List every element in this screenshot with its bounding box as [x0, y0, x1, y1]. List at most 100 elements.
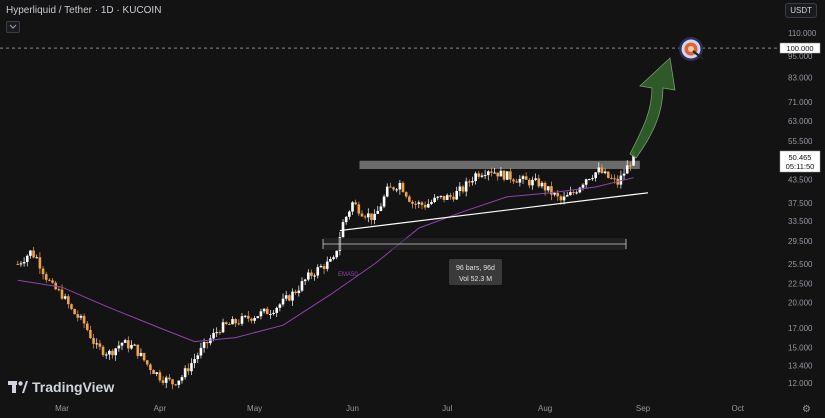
- candle-body: [193, 359, 196, 364]
- candle-body: [471, 181, 474, 183]
- currency-selector[interactable]: USDT: [785, 3, 817, 18]
- candle-body: [546, 186, 550, 191]
- candle-body: [591, 178, 594, 180]
- candle-body: [127, 340, 130, 349]
- candle-body: [101, 346, 105, 356]
- x-tick-label: Aug: [538, 404, 552, 413]
- candle-body: [199, 347, 203, 356]
- candle-body: [357, 204, 361, 214]
- candle-body: [625, 165, 629, 174]
- candle-body: [38, 257, 42, 269]
- candle-body: [25, 255, 29, 263]
- x-tick-label: May: [247, 404, 262, 413]
- candle-body: [19, 263, 23, 265]
- y-tick-label: 83.000: [788, 73, 813, 82]
- candle-body: [319, 266, 323, 268]
- x-tick-label: Oct: [732, 404, 745, 413]
- candle-body: [502, 170, 506, 180]
- candle-body: [212, 332, 215, 339]
- candle-body: [322, 266, 326, 269]
- candle-body: [228, 324, 231, 326]
- x-tick-label: Apr: [154, 404, 167, 413]
- candle-body: [534, 178, 537, 180]
- candle-body: [619, 175, 623, 185]
- candle-body: [168, 377, 171, 380]
- settings-gear-icon[interactable]: ⚙: [802, 404, 811, 415]
- candle-body: [575, 192, 578, 194]
- candle-body: [269, 313, 272, 315]
- y-tick-label: 12.000: [788, 379, 813, 388]
- candle-body: [89, 329, 92, 339]
- candle-body: [572, 192, 575, 194]
- collapse-legend-button[interactable]: [6, 21, 20, 33]
- y-tick-label: 17.000: [788, 324, 813, 333]
- target-price-tag-text: 100.000: [786, 44, 813, 53]
- candle-body: [32, 250, 35, 258]
- candle-body: [351, 202, 354, 212]
- candle-body: [180, 377, 184, 381]
- candle-body: [288, 295, 291, 301]
- candle-body: [29, 250, 32, 256]
- candle-body: [48, 279, 51, 281]
- candle-body: [243, 315, 247, 317]
- candle-body: [51, 280, 54, 283]
- candle-body: [401, 182, 405, 193]
- candle-body: [521, 176, 525, 179]
- candle-body: [306, 272, 310, 280]
- candle-body: [85, 323, 89, 330]
- candle-body: [385, 186, 389, 197]
- candle-body: [92, 338, 95, 344]
- candle-body: [63, 296, 67, 299]
- candle-body: [581, 184, 585, 188]
- resistance-zone: [359, 160, 640, 170]
- candle-body: [398, 182, 402, 190]
- candle-body: [155, 372, 159, 374]
- candle-body: [111, 350, 114, 356]
- candle-body: [439, 195, 443, 197]
- candle-body: [370, 213, 373, 220]
- candle-body: [606, 171, 610, 178]
- candle-body: [256, 316, 260, 319]
- target-icon-dart: [692, 50, 704, 60]
- candle-body: [310, 272, 313, 276]
- candle-body: [411, 201, 414, 204]
- candle-body: [537, 178, 541, 187]
- candle-body: [445, 195, 449, 200]
- candle-body: [594, 172, 597, 179]
- candle-body: [442, 195, 446, 200]
- candle-body: [363, 216, 367, 218]
- logo-text: TradingView: [32, 379, 115, 395]
- candle-body: [382, 196, 386, 207]
- candle-body: [281, 298, 285, 305]
- candle-body: [449, 195, 452, 197]
- candle-body: [395, 189, 399, 191]
- candle-body: [294, 291, 297, 294]
- candle-body: [142, 352, 146, 361]
- candle-body: [433, 197, 436, 203]
- candle-body: [303, 279, 307, 282]
- y-tick-label: 13.400: [788, 362, 813, 371]
- candle-body: [366, 213, 370, 218]
- ema50-label: EMA50: [338, 272, 358, 278]
- measure-bars-text: 96 bars, 96d: [456, 265, 495, 272]
- symbol-title[interactable]: Hyperliquid / Tether · 1D · KUCOIN: [6, 5, 162, 16]
- candle-body: [221, 322, 225, 333]
- candle-body: [392, 187, 395, 190]
- candle-body: [202, 342, 206, 348]
- candle-body: [468, 181, 471, 183]
- candle-body: [505, 171, 509, 180]
- measure-info-box: [449, 259, 502, 285]
- candle-body: [284, 295, 288, 299]
- countdown-text: 05:11:50: [786, 162, 815, 171]
- candle-body: [133, 344, 136, 346]
- last-price-tag: [779, 150, 821, 173]
- candle-body: [67, 296, 70, 305]
- candle-body: [540, 182, 544, 187]
- support-trendline: [339, 192, 649, 232]
- candle-body: [114, 348, 117, 356]
- candle-body: [130, 344, 133, 349]
- candle-body: [354, 202, 357, 205]
- candle-body: [556, 193, 560, 197]
- y-tick-label: 33.500: [788, 217, 813, 226]
